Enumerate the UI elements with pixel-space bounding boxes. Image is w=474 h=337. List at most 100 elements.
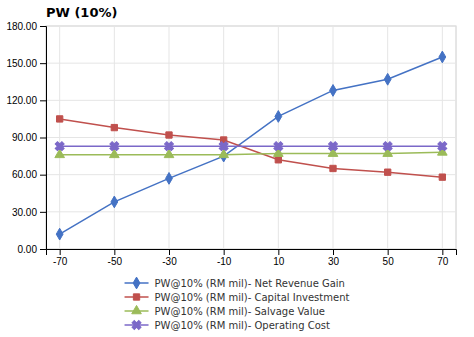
chart-container: -70 -50 -30 -10 10 30 50 70 0.00 30.00 60.00 90.00 1…	[0, 0, 474, 337]
x-tick-mark	[333, 249, 334, 255]
series-line	[60, 119, 443, 177]
grid-line-x	[114, 26, 115, 249]
x-tick: -70	[53, 249, 68, 267]
series-marker	[162, 139, 175, 152]
x-tick-label: -70	[53, 256, 68, 267]
legend-item: PW@10% (RM mil)- Net Revenue Gain	[125, 277, 345, 289]
legend-label: PW@10% (RM mil)- Capital Investment	[155, 292, 350, 303]
y-tick-label: 0.00	[18, 244, 38, 255]
legend-label: PW@10% (RM mil)- Salvage Value	[155, 306, 325, 317]
chart-title: PW (10%)	[46, 5, 117, 20]
legend-label: PW@10% (RM mil)- Operating Cost	[155, 320, 330, 331]
x-tick: -30	[162, 249, 177, 267]
series-marker	[275, 111, 282, 123]
x-axis: -70 -50 -30 -10 10 30 50 70	[47, 249, 457, 267]
x-tick: 50	[383, 249, 395, 267]
series-group	[56, 51, 445, 240]
x-tick-mark	[169, 249, 170, 255]
series-line	[60, 57, 443, 234]
legend-marker	[130, 318, 143, 331]
chart-svg: -70 -50 -30 -10 10 30 50 70 0.00 30.00 60.00 90.00 1…	[0, 0, 474, 337]
x-tick-mark	[224, 249, 225, 255]
y-tick: 90.00	[12, 132, 46, 143]
y-tick-label: 120.00	[6, 95, 37, 106]
y-tick-label: 180.00	[6, 21, 37, 32]
series-marker	[55, 149, 65, 157]
series-marker	[164, 149, 174, 157]
series-marker	[111, 196, 118, 208]
y-tick-mark	[40, 63, 46, 64]
y-tick-mark	[40, 175, 46, 176]
series-marker	[330, 165, 336, 171]
y-axis-line	[40, 27, 47, 250]
legend: PW@10% (RM mil)- Net Revenue Gain PW@10% …	[125, 277, 350, 332]
grid-line-x	[59, 26, 60, 249]
x-tick-label: 50	[383, 256, 395, 267]
series-marker	[56, 228, 63, 240]
y-tick-label: 60.00	[12, 169, 37, 180]
series-marker	[275, 157, 281, 163]
y-tick: 120.00	[6, 95, 46, 106]
y-tick: 150.00	[6, 58, 46, 69]
y-tick-label: 90.00	[12, 132, 37, 143]
series-marker	[219, 149, 229, 157]
series-marker	[330, 85, 337, 97]
legend-item: PW@10% (RM mil)- Capital Investment	[125, 292, 350, 303]
legend-marker	[132, 305, 142, 313]
y-tick-label: 150.00	[6, 58, 37, 69]
y-axis: 0.00 30.00 60.00 90.00 120.00 150.00 180.00	[6, 21, 46, 255]
x-tick-label: 10	[273, 256, 285, 267]
series-marker	[110, 149, 120, 157]
marks	[53, 51, 449, 240]
grid	[46, 26, 456, 249]
grid-line-y	[46, 174, 456, 175]
y-tick-mark	[40, 100, 46, 101]
legend-marker	[133, 294, 139, 300]
y-tick: 0.00	[18, 244, 46, 255]
series-marker	[166, 172, 173, 184]
series-group	[57, 116, 446, 181]
grid-line-x	[333, 26, 334, 249]
grid-line-x	[278, 26, 279, 249]
x-tick-mark	[388, 249, 389, 255]
x-tick-label: -10	[217, 256, 232, 267]
plot-frame	[46, 26, 456, 249]
y-tick-mark	[40, 249, 46, 250]
y-tick-mark	[40, 212, 46, 213]
x-tick: 70	[437, 249, 449, 267]
series-marker	[108, 139, 121, 152]
x-tick-label: 30	[328, 256, 340, 267]
x-tick-mark	[60, 249, 61, 255]
series-marker	[53, 139, 66, 152]
series-group	[53, 139, 449, 152]
series-marker	[217, 139, 230, 152]
x-tick-label: 70	[437, 256, 449, 267]
grid-line-y	[46, 100, 456, 101]
y-tick-mark	[40, 138, 46, 139]
x-tick-mark	[114, 249, 115, 255]
series-marker	[166, 132, 172, 138]
y-tick: 180.00	[6, 21, 46, 32]
x-tick-mark	[442, 249, 443, 255]
x-tick-label: -30	[162, 256, 177, 267]
series-marker	[326, 139, 339, 152]
series-marker	[111, 124, 117, 130]
grid-line-y	[46, 211, 456, 212]
x-tick: 10	[273, 249, 285, 267]
grid-line-y	[46, 26, 456, 27]
x-axis-line	[47, 250, 457, 256]
series-marker	[381, 139, 394, 152]
grid-line-x	[387, 26, 388, 249]
grid-line-y	[46, 63, 456, 64]
series-marker	[439, 174, 445, 180]
legend-item: PW@10% (RM mil)- Salvage Value	[125, 305, 325, 316]
y-tick: 30.00	[12, 207, 46, 218]
x-tick: -50	[108, 249, 123, 267]
series-marker	[439, 51, 446, 63]
legend-item: PW@10% (RM mil)- Operating Cost	[125, 318, 330, 331]
plot-root: -70 -50 -30 -10 10 30 50 70 0.00 30.00 60.00 90.00 1…	[6, 21, 456, 267]
series-marker	[436, 139, 449, 152]
x-tick-label: -50	[108, 256, 123, 267]
y-tick: 60.00	[12, 169, 46, 180]
series-marker	[384, 73, 391, 85]
